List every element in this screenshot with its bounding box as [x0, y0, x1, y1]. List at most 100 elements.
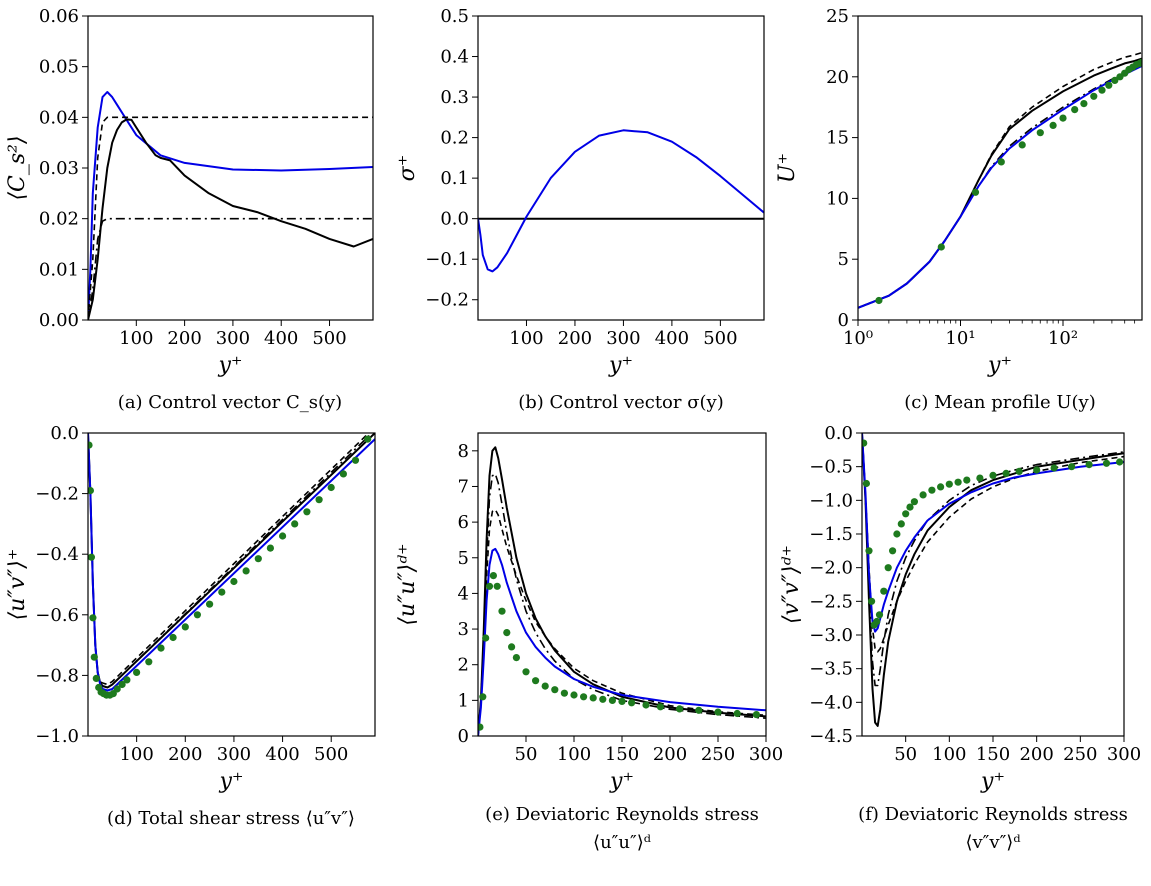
x-axis-label: y⁺ — [980, 769, 1005, 794]
data-point-e-14 — [560, 689, 569, 697]
y-tick-label: 25 — [826, 6, 849, 27]
y-tick-label: −0.2 — [425, 290, 469, 311]
data-point-e-26 — [714, 708, 722, 716]
data-point-d-31 — [327, 483, 335, 492]
x-tick-label: 250 — [1063, 744, 1097, 765]
data-point-e-25 — [695, 706, 703, 714]
x-axis-label: y⁺ — [217, 353, 242, 378]
data-point-d-22 — [218, 588, 226, 596]
y-tick-label: −1.0 — [35, 726, 79, 747]
x-tick-label: 10² — [1048, 328, 1078, 349]
x-tick-label: 200 — [1019, 744, 1053, 765]
y-axis-label: ⟨u″u″⟩ᵈ⁺ — [395, 543, 420, 625]
x-tick-label: 100 — [557, 744, 591, 765]
data-point-d-30 — [315, 496, 323, 504]
caption-c: (c) Mean profile U(y) — [904, 392, 1095, 413]
y-tick-label: 0.02 — [39, 209, 79, 230]
plot-area-b — [478, 129, 764, 273]
x-axis-label: y⁺ — [987, 353, 1012, 378]
series-line-c-black — [858, 57, 1142, 309]
series-line-e-blue — [478, 547, 766, 736]
x-tick-label: 300 — [1107, 744, 1141, 765]
caption-d: (d) Total shear stress ⟨u″v″⟩ — [107, 808, 355, 829]
y-tick-label: 8 — [458, 441, 469, 462]
data-point-f-6 — [875, 611, 884, 619]
data-point-e-4 — [489, 572, 497, 580]
data-point-d-34 — [364, 435, 372, 443]
y-tick-label: 0.5 — [440, 6, 469, 27]
data-point-d-3 — [89, 614, 97, 622]
caption-f-line2: ⟨v″v″⟩ᵈ — [965, 832, 1020, 853]
chart-c: 10⁰ 10¹ 10² 0 5 10 15 20 25 y⁺ U⁺ (c) Mean profile … — [775, 6, 1143, 413]
y-tick-label: 0.0 — [50, 423, 79, 444]
y-tick-label: 4 — [458, 583, 469, 604]
data-point-f-0 — [862, 439, 868, 447]
y-tick-label: 0.3 — [440, 87, 469, 108]
data-point-e-28 — [752, 711, 761, 719]
axes-frame-d — [87, 432, 376, 737]
data-point-f-7 — [880, 587, 888, 595]
data-point-d-15 — [133, 668, 141, 677]
data-point-d-29 — [303, 508, 311, 516]
data-point-c-11 — [1098, 86, 1106, 94]
y-tick-label: 15 — [826, 128, 849, 149]
y-tick-label: −1.5 — [809, 524, 853, 545]
data-point-e-12 — [541, 682, 549, 690]
data-point-e-15 — [570, 691, 578, 699]
data-point-f-22 — [989, 471, 997, 479]
data-point-c-2 — [971, 188, 980, 196]
y-tick-label: 2 — [458, 655, 469, 676]
y-tick-label: 0.04 — [39, 107, 79, 128]
data-point-d-13 — [118, 680, 126, 689]
y-tick-label: 0 — [838, 310, 849, 331]
series-line-d-dashed — [88, 433, 370, 686]
x-tick-label: 200 — [167, 328, 201, 349]
x-tick-label: 50 — [515, 744, 538, 765]
y-tick-label: −4.0 — [809, 692, 853, 713]
data-point-d-33 — [351, 456, 360, 464]
x-tick-label: 200 — [558, 328, 592, 349]
series-line-a-blue — [88, 91, 373, 320]
data-point-f-1 — [862, 479, 871, 488]
x-tick-label: 150 — [605, 744, 639, 765]
data-point-c-20 — [1138, 58, 1142, 66]
data-point-f-24 — [1015, 467, 1023, 475]
data-point-f-21 — [976, 474, 984, 482]
x-axis-label: y⁺ — [608, 353, 633, 378]
data-point-f-9 — [889, 547, 897, 555]
data-point-c-12 — [1105, 81, 1113, 89]
series-line-e-dashed — [478, 508, 766, 736]
data-point-d-26 — [266, 544, 274, 552]
x-tick-label: 500 — [703, 328, 737, 349]
data-point-f-16 — [928, 486, 936, 494]
x-tick-label: 200 — [653, 744, 687, 765]
data-point-d-20 — [193, 611, 201, 619]
y-tick-label: −2.0 — [809, 558, 853, 579]
x-tick-label: 10¹ — [945, 328, 975, 349]
data-point-e-24 — [676, 705, 684, 713]
y-tick-label: 0.01 — [39, 259, 79, 280]
y-tick-label: 0 — [458, 726, 469, 747]
plot-area-c — [858, 51, 1142, 309]
axes-frame-b — [477, 15, 765, 321]
data-point-d-23 — [230, 577, 238, 586]
x-tick-label: 100 — [119, 744, 153, 765]
data-point-d-5 — [92, 674, 100, 683]
data-point-e-7 — [503, 629, 511, 637]
x-tick-label: 300 — [606, 328, 640, 349]
data-point-e-6 — [498, 607, 506, 615]
x-axis-label: y⁺ — [218, 769, 243, 794]
data-point-c-4 — [1018, 141, 1026, 149]
y-tick-label: −3.5 — [809, 659, 853, 680]
series-line-f-black — [862, 433, 1124, 727]
data-point-e-23 — [656, 703, 665, 711]
data-point-f-18 — [945, 480, 953, 488]
data-point-d-0 — [88, 441, 93, 449]
x-tick-label: 400 — [265, 744, 299, 765]
data-point-d-14 — [123, 676, 131, 684]
axes-frame-c — [857, 15, 1143, 321]
data-point-f-28 — [1085, 461, 1093, 469]
data-point-e-17 — [589, 694, 597, 702]
x-tick-label: 100 — [119, 328, 153, 349]
